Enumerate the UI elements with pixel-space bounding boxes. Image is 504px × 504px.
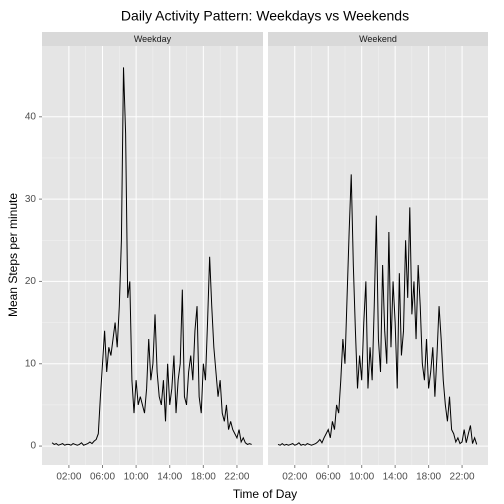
y-axis-label: Mean Steps per minute bbox=[6, 193, 20, 317]
x-tick-label: 02:00 bbox=[282, 472, 307, 483]
y-tick-label: 0 bbox=[30, 441, 36, 452]
x-tick-label: 22:00 bbox=[224, 472, 249, 483]
x-tick-label: 06:00 bbox=[316, 472, 341, 483]
y-tick-label: 20 bbox=[25, 276, 37, 287]
data-line bbox=[51, 67, 252, 446]
x-tick-label: 14:00 bbox=[383, 472, 408, 483]
y-tick-label: 30 bbox=[25, 194, 37, 205]
y-tick-label: 40 bbox=[25, 111, 37, 122]
x-tick-label: 02:00 bbox=[56, 472, 81, 483]
strip-label: Weekend bbox=[359, 34, 397, 44]
chart-title: Daily Activity Pattern: Weekdays vs Week… bbox=[121, 8, 409, 24]
y-tick-label: 10 bbox=[25, 358, 37, 369]
x-tick-label: 22:00 bbox=[450, 472, 475, 483]
strip-label: Weekday bbox=[134, 34, 172, 44]
data-line bbox=[277, 174, 478, 446]
x-tick-label: 10:00 bbox=[349, 472, 374, 483]
strip bbox=[42, 32, 263, 46]
x-tick-label: 18:00 bbox=[191, 472, 216, 483]
strip bbox=[268, 32, 488, 46]
panel bbox=[42, 46, 263, 465]
x-tick-label: 18:00 bbox=[416, 472, 441, 483]
x-tick-label: 10:00 bbox=[124, 472, 149, 483]
x-axis-label: Time of Day bbox=[233, 487, 297, 501]
x-tick-label: 14:00 bbox=[157, 472, 182, 483]
x-tick-label: 06:00 bbox=[90, 472, 115, 483]
panel bbox=[268, 46, 488, 465]
